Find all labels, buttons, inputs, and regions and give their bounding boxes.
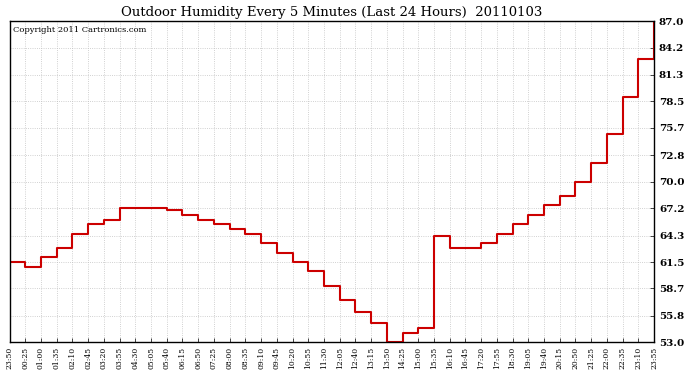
Title: Outdoor Humidity Every 5 Minutes (Last 24 Hours)  20110103: Outdoor Humidity Every 5 Minutes (Last 2… xyxy=(121,6,542,18)
Text: Copyright 2011 Cartronics.com: Copyright 2011 Cartronics.com xyxy=(13,26,146,34)
